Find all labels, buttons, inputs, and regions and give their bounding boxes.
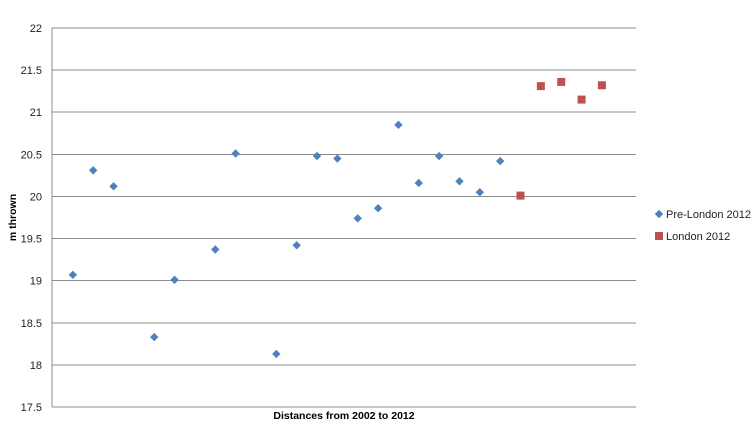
diamond-data-point — [109, 182, 118, 191]
x-axis-title: Distances from 2002 to 2012 — [273, 410, 414, 422]
diamond-data-point — [272, 349, 281, 359]
y-tick-label: 22 — [30, 23, 42, 35]
diamond-data-point — [68, 270, 78, 279]
legend-marker-diamond — [654, 209, 664, 219]
diamond-data-point — [394, 120, 403, 130]
diamond-data-point — [455, 177, 464, 186]
diamond-data-point — [150, 332, 159, 342]
legend-item-london-2012: London 2012 — [655, 231, 730, 243]
legend-marker-square — [655, 232, 663, 240]
y-axis-title: m thrown — [7, 194, 19, 241]
square-data-point — [536, 82, 545, 91]
legend-item-pre-london-2012: Pre-London 2012 — [654, 209, 751, 221]
square-data-point — [557, 77, 566, 86]
diamond-data-point — [231, 149, 240, 158]
series-0-points — [68, 120, 505, 359]
diamond-data-point — [434, 151, 444, 161]
diamond-data-point — [312, 151, 322, 161]
y-tick-label: 17.5 — [21, 402, 42, 414]
diamond-data-point — [495, 156, 505, 166]
square-data-point — [516, 191, 525, 200]
y-tick-label: 18 — [30, 360, 42, 372]
y-tick-label: 20.5 — [21, 149, 42, 161]
data-points — [68, 77, 606, 359]
legend-swatch-diamond — [654, 209, 664, 219]
diamond-data-point — [211, 245, 220, 254]
square-data-point — [577, 95, 586, 104]
series-1-points — [516, 77, 606, 200]
legend: Pre-London 2012 London 2012 — [654, 209, 751, 243]
diamond-data-point — [292, 241, 301, 250]
diamond-data-point — [170, 275, 179, 285]
legend-label-pre-london-2012: Pre-London 2012 — [666, 209, 751, 221]
diamond-data-point — [333, 154, 342, 163]
y-tick-label: 21 — [30, 107, 42, 119]
diamond-data-point — [88, 166, 98, 175]
diamond-data-point — [373, 204, 383, 213]
diamond-data-point — [414, 178, 423, 188]
y-tick-label: 18.5 — [21, 318, 42, 330]
legend-swatch-square — [655, 232, 663, 240]
y-tick-label: 21.5 — [21, 65, 42, 77]
y-tick-label: 19.5 — [21, 234, 42, 246]
y-tick-labels: 17.5 18 18.5 19 19.5 20 20.5 21 21.5 22 — [21, 23, 42, 414]
square-data-point — [597, 81, 606, 90]
legend-label-london-2012: London 2012 — [666, 231, 730, 243]
diamond-data-point — [353, 214, 362, 223]
y-tick-label: 19 — [30, 276, 42, 288]
gridlines — [52, 27, 636, 408]
y-tick-label: 20 — [30, 191, 42, 203]
diamond-data-point — [475, 188, 485, 197]
